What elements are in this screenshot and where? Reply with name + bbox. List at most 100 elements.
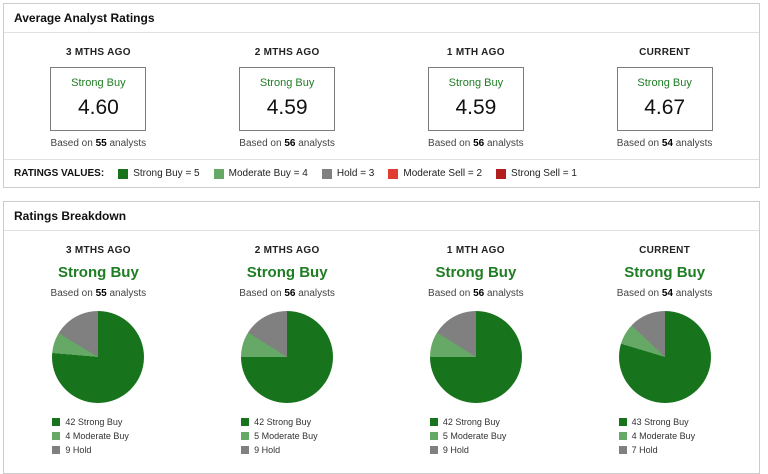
breakdown-column-1mth: 1 MTH AGO Strong Buy Based on 56 analyst… <box>382 245 571 459</box>
pie-legend-item: 9 Hold <box>429 445 522 455</box>
period-label: 1 MTH AGO <box>446 47 505 58</box>
analyst-count: 55 <box>95 138 107 149</box>
legend-text: Strong Sell = 1 <box>511 168 577 179</box>
rating-value-box: Strong Buy 4.67 <box>616 67 713 131</box>
ratings-pie-chart <box>241 311 334 403</box>
analyst-count-text: Based on 55 analysts <box>4 138 193 149</box>
pie-legend-text: 9 Hold <box>442 445 469 455</box>
avg-column-1mth: 1 MTH AGO Strong Buy 4.59 Based on 56 an… <box>382 47 571 149</box>
legend-item-strong-sell: Strong Sell = 1 <box>496 168 577 179</box>
legend-text: Hold = 3 <box>336 168 375 179</box>
average-ratings-columns: 3 MTHS AGO Strong Buy 4.60 Based on 55 a… <box>4 33 759 159</box>
analyst-count-text: Based on 55 analysts <box>4 288 193 299</box>
pie-legend-text: 42 Strong Buy <box>254 417 312 427</box>
average-ratings-panel: Average Analyst Ratings 3 MTHS AGO Stron… <box>3 3 760 188</box>
pie-legend-text: 9 Hold <box>65 445 92 455</box>
analyst-count-text: Based on 54 analysts <box>570 288 759 299</box>
based-prefix: Based on <box>428 138 471 149</box>
analyst-count: 54 <box>661 138 673 149</box>
analyst-count: 54 <box>661 288 673 299</box>
hold-swatch <box>241 446 250 454</box>
rating-value-box: Strong Buy 4.59 <box>427 67 524 131</box>
pie-legend-text: 4 Moderate Buy <box>631 431 696 441</box>
breakdown-column-3mths: 3 MTHS AGO Strong Buy Based on 55 analys… <box>4 245 193 459</box>
legend-item-moderate-sell: Moderate Sell = 2 <box>388 168 482 179</box>
based-suffix: analysts <box>675 288 713 299</box>
hold-swatch <box>429 446 438 454</box>
legend-item-moderate-buy: Moderate Buy = 4 <box>213 168 308 179</box>
hold-swatch <box>52 446 61 454</box>
rating-value-box: Strong Buy 4.60 <box>50 67 147 131</box>
ratings-pie-chart <box>52 311 145 403</box>
analyst-count: 55 <box>95 288 107 299</box>
pie-legend-item: 4 Moderate Buy <box>52 431 144 441</box>
based-suffix: analysts <box>298 138 335 149</box>
ratings-values-bar: RATINGS VALUES: Strong Buy = 5 Moderate … <box>4 159 759 187</box>
pie-legend-item: 42 Strong Buy <box>429 417 522 427</box>
legend-item-hold: Hold = 3 <box>321 168 375 179</box>
strong-buy-swatch <box>52 418 61 426</box>
pie-legend: 42 Strong Buy 4 Moderate Buy 9 Hold <box>52 417 144 459</box>
based-prefix: Based on <box>616 138 660 149</box>
based-suffix: analysts <box>109 288 147 299</box>
moderate-buy-swatch <box>241 432 250 440</box>
pie-legend-item: 42 Strong Buy <box>241 417 333 427</box>
moderate-sell-swatch <box>388 168 399 179</box>
pie-legend-text: 42 Strong Buy <box>65 417 123 427</box>
moderate-buy-swatch <box>213 168 224 179</box>
period-label: 1 MTH AGO <box>446 245 505 256</box>
ratings-pie-chart <box>429 311 522 403</box>
based-prefix: Based on <box>616 288 660 299</box>
strong-buy-swatch <box>241 418 250 426</box>
analyst-count: 56 <box>473 288 485 299</box>
hold-swatch <box>321 168 332 179</box>
based-suffix: analysts <box>675 138 713 149</box>
rating-score: 4.60 <box>77 96 119 119</box>
pie-legend-item: 7 Hold <box>618 445 711 455</box>
legend-text: Moderate Sell = 2 <box>403 168 483 179</box>
consensus-rating: Strong Buy <box>624 264 706 281</box>
legend-text: Strong Buy = 5 <box>133 168 200 179</box>
rating-score: 4.59 <box>266 96 308 119</box>
ratings-breakdown-title: Ratings Breakdown <box>4 202 759 231</box>
period-label: 2 MTHS AGO <box>254 47 320 58</box>
consensus-rating: Strong Buy <box>246 264 328 281</box>
average-ratings-title: Average Analyst Ratings <box>4 4 759 33</box>
analyst-count-text: Based on 56 analysts <box>382 138 571 149</box>
moderate-buy-swatch <box>52 432 61 440</box>
analyst-count: 56 <box>284 138 296 149</box>
avg-column-2mths: 2 MTHS AGO Strong Buy 4.59 Based on 56 a… <box>193 47 382 149</box>
analyst-count-text: Based on 56 analysts <box>382 288 571 299</box>
legend-item-strong-buy: Strong Buy = 5 <box>118 168 200 179</box>
pie-legend-item: 5 Moderate Buy <box>241 431 333 441</box>
pie-legend-text: 9 Hold <box>254 445 281 455</box>
ratings-breakdown-columns: 3 MTHS AGO Strong Buy Based on 55 analys… <box>4 231 759 473</box>
hold-swatch <box>618 446 627 454</box>
pie-legend-text: 5 Moderate Buy <box>254 431 318 441</box>
based-prefix: Based on <box>428 288 471 299</box>
analyst-count-text: Based on 56 analysts <box>193 288 382 299</box>
strong-buy-swatch <box>118 168 129 179</box>
pie-legend: 42 Strong Buy 5 Moderate Buy 9 Hold <box>429 417 522 459</box>
period-label: CURRENT <box>639 245 691 256</box>
period-label: 3 MTHS AGO <box>65 245 131 256</box>
based-prefix: Based on <box>239 288 282 299</box>
rating-score: 4.67 <box>644 96 686 119</box>
pie-legend: 42 Strong Buy 5 Moderate Buy 9 Hold <box>241 417 333 459</box>
pie-legend-text: 4 Moderate Buy <box>65 431 129 441</box>
based-prefix: Based on <box>239 138 282 149</box>
avg-column-3mths: 3 MTHS AGO Strong Buy 4.60 Based on 55 a… <box>4 47 193 149</box>
ratings-breakdown-panel: Ratings Breakdown 3 MTHS AGO Strong Buy … <box>3 201 760 474</box>
pie-legend-item: 4 Moderate Buy <box>618 431 711 441</box>
strong-buy-swatch <box>429 418 438 426</box>
based-suffix: analysts <box>487 138 524 149</box>
analyst-count: 56 <box>284 288 296 299</box>
analyst-count-text: Based on 54 analysts <box>570 138 759 149</box>
moderate-buy-swatch <box>429 432 438 440</box>
analyst-count: 56 <box>473 138 485 149</box>
period-label: CURRENT <box>639 47 691 58</box>
moderate-buy-swatch <box>618 432 627 440</box>
avg-column-current: CURRENT Strong Buy 4.67 Based on 54 anal… <box>570 47 759 149</box>
ratings-values-label: RATINGS VALUES: <box>14 168 105 179</box>
rating-label: Strong Buy <box>448 77 504 89</box>
